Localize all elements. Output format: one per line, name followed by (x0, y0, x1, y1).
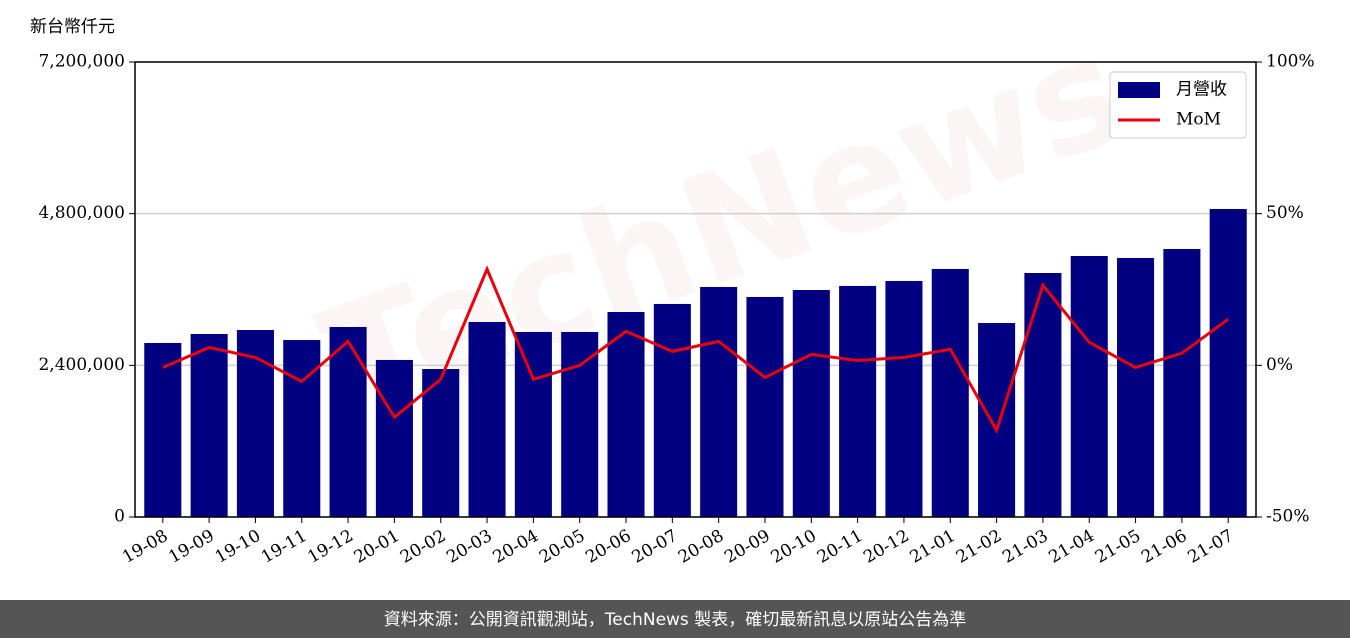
x-tick-label: 20-12 (860, 526, 912, 568)
x-tick-label: 20-04 (490, 526, 542, 568)
bar (514, 331, 552, 517)
y-tick-label: 7,200,000 (38, 52, 125, 72)
y-axis-title: 新台幣仟元 (30, 17, 115, 37)
legend-swatch (1118, 82, 1160, 98)
x-tick-label: 21-01 (907, 526, 959, 568)
x-tick-label: 21-05 (1092, 526, 1144, 568)
bar (144, 342, 182, 517)
bar (1117, 257, 1155, 517)
bar (1070, 256, 1108, 517)
bar (607, 311, 645, 517)
footer-text: 資料來源：公開資訊觀測站，TechNews 製表，確切最新訊息以原站公告為準 (384, 610, 966, 630)
x-tick-label: 20-01 (351, 526, 403, 568)
x-tick-label: 20-03 (443, 526, 495, 568)
bar (700, 286, 738, 517)
y2-tick-label: 50% (1266, 203, 1304, 223)
bar (283, 339, 321, 517)
bar (329, 326, 367, 517)
bar (885, 280, 923, 517)
bar (468, 321, 506, 517)
x-tick-label: 19-12 (304, 526, 356, 568)
x-tick-label: 21-02 (953, 526, 1005, 568)
x-tick-label: 20-11 (814, 526, 866, 568)
y2-tick-label: -50% (1266, 507, 1310, 527)
x-tick-label: 20-08 (675, 526, 727, 568)
x-tick-label: 21-06 (1138, 526, 1190, 568)
x-tick-label: 21-04 (1046, 526, 1098, 568)
x-tick-label: 19-08 (119, 526, 171, 568)
x-tick-label: 21-07 (1185, 526, 1237, 568)
legend-label: 月營收 (1176, 80, 1227, 100)
bar (839, 285, 877, 517)
x-tick-label: 20-02 (397, 526, 449, 568)
y-tick-label: 0 (114, 507, 125, 527)
y-tick-label: 4,800,000 (38, 203, 125, 223)
plot-frame (134, 61, 1257, 518)
bar (422, 368, 460, 517)
bar (375, 359, 413, 517)
legend-label: MoM (1176, 110, 1221, 130)
y2-tick-label: 0% (1266, 355, 1293, 375)
bar (561, 331, 599, 517)
x-tick-label: 20-06 (582, 526, 634, 568)
bar (931, 268, 969, 517)
x-tick-label: 20-07 (629, 526, 681, 568)
y-tick-label: 2,400,000 (38, 355, 125, 375)
x-tick-label: 19-10 (212, 526, 264, 568)
bar (190, 333, 228, 517)
x-tick-label: 21-03 (999, 526, 1051, 568)
bar (746, 296, 784, 517)
y2-tick-label: 100% (1266, 52, 1315, 72)
x-tick-label: 19-11 (258, 526, 310, 568)
bar (1163, 248, 1201, 517)
x-tick-label: 20-09 (721, 526, 773, 568)
bar (236, 330, 274, 517)
bar (1024, 273, 1062, 517)
footer-bar (0, 600, 1350, 638)
bar (978, 322, 1016, 517)
bar (792, 290, 830, 517)
x-tick-label: 20-05 (536, 526, 588, 568)
x-tick-label: 20-10 (768, 526, 820, 568)
bar (653, 303, 691, 517)
bar (1209, 208, 1247, 517)
line (162, 265, 1230, 434)
x-tick-label: 19-09 (165, 526, 217, 568)
